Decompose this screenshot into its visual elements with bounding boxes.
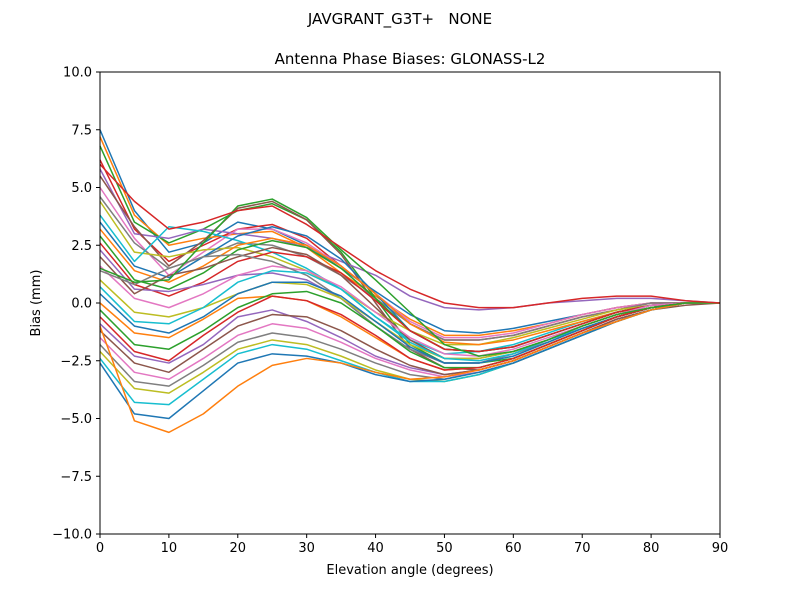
x-tick-label: 30 [298,541,315,556]
x-tick-label: 70 [574,541,591,556]
y-tick-label: 10.0 [63,66,92,81]
x-tick-label: 0 [96,541,104,556]
y-tick-label: 0.0 [71,297,92,312]
y-tick-label: −2.5 [60,354,92,369]
y-tick-label: −7.5 [60,470,92,485]
y-axis: −10.0 −7.5 −5.0 −2.5 0.0 2.5 5.0 7.5 10.0 [52,66,100,543]
y-tick-label: 5.0 [71,181,92,196]
plot-background [100,72,720,534]
x-tick-label: 90 [712,541,729,556]
y-axis-label: Bias (mm) [29,270,44,337]
x-tick-label: 10 [161,541,178,556]
series-line-7 [99,187,720,339]
x-tick-label: 20 [230,541,247,556]
series-line-34 [99,163,721,309]
y-tick-label: −10.0 [52,528,92,543]
x-tick-label: 80 [643,541,660,556]
series-layer [99,129,721,434]
figure-suptitle: JAVGRANT_G3T+ NONE [307,10,493,28]
y-tick-label: 2.5 [71,239,92,254]
x-axis-label: Elevation angle (degrees) [326,563,493,578]
x-tick-label: 60 [505,541,522,556]
y-tick-label: 7.5 [71,123,92,138]
series-line-33 [99,198,720,357]
x-tick-label: 40 [367,541,384,556]
x-axis: 0 10 20 30 40 50 60 70 80 90 [96,534,728,556]
plot-area [99,71,721,535]
x-tick-label: 50 [436,541,453,556]
chart-title: Antenna Phase Biases: GLONASS-L2 [275,50,546,68]
series-line-14 [99,242,720,353]
series-line-32 [99,302,720,434]
y-tick-label: −5.0 [60,412,92,427]
series-line-24 [99,295,720,371]
series-line-26 [99,302,720,376]
series-line-5 [99,168,721,311]
